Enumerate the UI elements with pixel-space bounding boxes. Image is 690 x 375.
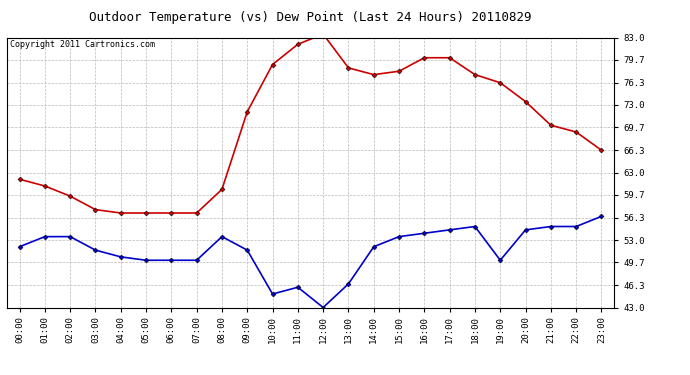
Text: Outdoor Temperature (vs) Dew Point (Last 24 Hours) 20110829: Outdoor Temperature (vs) Dew Point (Last… (89, 11, 532, 24)
Text: Copyright 2011 Cartronics.com: Copyright 2011 Cartronics.com (10, 40, 155, 49)
